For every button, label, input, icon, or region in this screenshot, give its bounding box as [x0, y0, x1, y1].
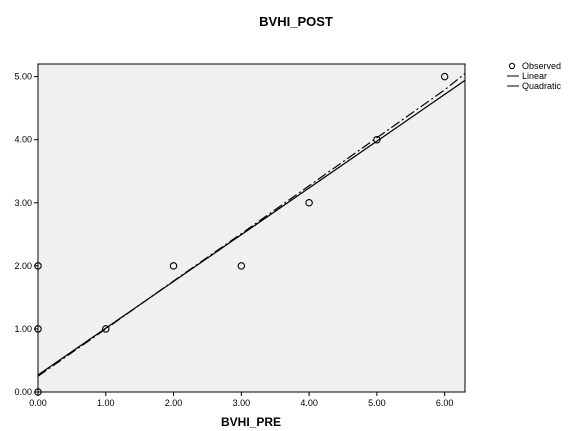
observed-point [102, 325, 110, 333]
observed-point [440, 72, 449, 81]
observed-point [34, 388, 42, 396]
x-tick-label: 5.00 [368, 398, 386, 408]
y-tick-label: 5.00 [14, 72, 32, 82]
x-tick-label: 6.00 [436, 398, 454, 408]
observed-point [373, 135, 381, 144]
y-tick-label: 3.00 [14, 198, 32, 208]
observed-point [169, 262, 178, 270]
chart-title: BVHI_POST [259, 14, 333, 29]
linear-fit-line [38, 79, 465, 376]
y-tick-label: 4.00 [14, 135, 32, 145]
x-tick-label: 4.00 [300, 398, 318, 408]
legend-label: Observed [522, 61, 561, 71]
legend-observed-marker [508, 62, 516, 70]
legend-label: Quadratic [522, 81, 562, 91]
x-axis-label: BVHI_PRE [221, 415, 281, 429]
x-tick-label: 1.00 [97, 398, 115, 408]
y-axis-ticks: 0.00 1.00 2.00 3.00 4.00 5.00 [14, 72, 38, 397]
observed-point [34, 325, 42, 333]
y-tick-label: 1.00 [14, 324, 32, 334]
observed-point [305, 199, 313, 207]
x-tick-label: 2.00 [165, 398, 183, 408]
legend-label: Linear [522, 71, 547, 81]
x-tick-label: 3.00 [233, 398, 251, 408]
observed-point [237, 262, 246, 270]
y-tick-label: 0.00 [14, 387, 32, 397]
x-axis-ticks: 0.00 1.00 2.00 3.00 4.00 5.00 6.00 [29, 392, 453, 408]
x-tick-label: 0.00 [29, 398, 47, 408]
y-tick-label: 2.00 [14, 261, 32, 271]
quadratic-fit-line [38, 72, 465, 377]
observed-point [34, 262, 42, 270]
series-layer [34, 72, 465, 396]
